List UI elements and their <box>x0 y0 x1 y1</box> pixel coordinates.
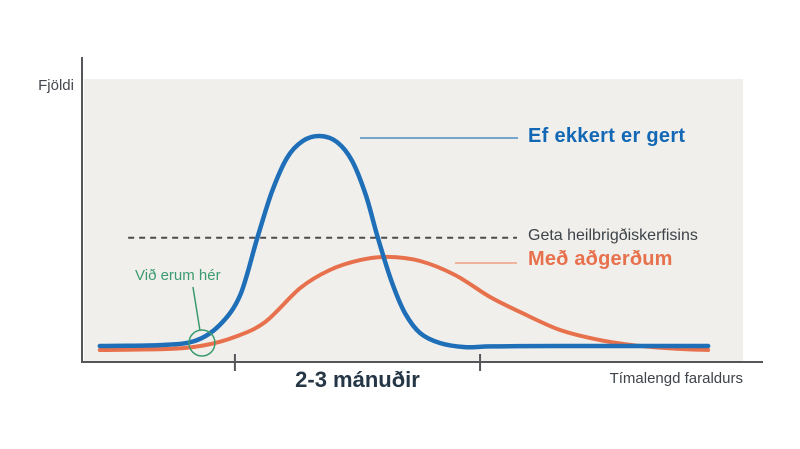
legend-with-measures-label: Með aðgerðum <box>528 248 673 270</box>
y-axis-label: Fjöldi <box>38 77 74 94</box>
time-interval-label: 2-3 mánuðir <box>295 367 420 392</box>
legend-no-action-label: Ef ekkert er gert <box>528 125 686 147</box>
current-position-label: Við erum hér <box>135 267 221 284</box>
capacity-line-label: Geta heilbrigðiskerfisins <box>528 227 698 244</box>
x-axis-label: Tímalengd faraldurs <box>609 370 743 387</box>
